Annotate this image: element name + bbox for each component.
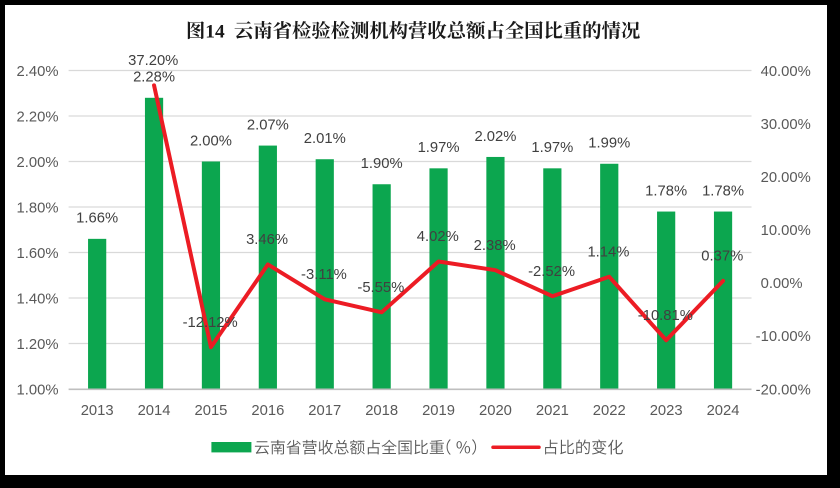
svg-text:2016: 2016 xyxy=(251,403,284,419)
svg-text:2023: 2023 xyxy=(650,403,683,419)
svg-text:-20.00%: -20.00% xyxy=(756,382,811,398)
svg-text:1.00%: 1.00% xyxy=(17,382,59,398)
svg-text:2.00%: 2.00% xyxy=(17,155,59,171)
svg-text:-3.11%: -3.11% xyxy=(301,267,347,283)
svg-text:1.90%: 1.90% xyxy=(361,156,403,172)
svg-text:1.40%: 1.40% xyxy=(17,291,59,307)
svg-text:2.20%: 2.20% xyxy=(17,109,59,125)
svg-text:40.00%: 40.00% xyxy=(761,64,811,80)
svg-text:1.66%: 1.66% xyxy=(76,211,118,227)
svg-text:1.97%: 1.97% xyxy=(418,140,460,156)
svg-text:2.38%: 2.38% xyxy=(474,238,516,254)
svg-text:0.00%: 0.00% xyxy=(761,276,803,292)
svg-text:0.37%: 0.37% xyxy=(701,249,743,265)
svg-text:4.02%: 4.02% xyxy=(417,229,459,245)
svg-text:1.78%: 1.78% xyxy=(645,183,687,199)
svg-text:30.00%: 30.00% xyxy=(761,117,811,133)
svg-text:2013: 2013 xyxy=(81,403,114,419)
svg-text:1.20%: 1.20% xyxy=(17,337,59,353)
svg-text:2.02%: 2.02% xyxy=(474,129,516,145)
svg-text:2017: 2017 xyxy=(308,403,341,419)
svg-text:1.78%: 1.78% xyxy=(702,183,744,199)
svg-text:-5.55%: -5.55% xyxy=(357,280,404,296)
svg-text:2014: 2014 xyxy=(138,403,171,419)
svg-text:3.46%: 3.46% xyxy=(246,232,288,248)
svg-text:2018: 2018 xyxy=(365,403,398,419)
svg-text:2.00%: 2.00% xyxy=(190,133,232,149)
svg-text:14: 14 xyxy=(205,21,225,42)
svg-text:2024: 2024 xyxy=(707,403,740,419)
svg-text:1.60%: 1.60% xyxy=(17,246,59,262)
svg-text:2021: 2021 xyxy=(536,403,569,419)
svg-text:2.40%: 2.40% xyxy=(17,64,59,80)
svg-text:-10.81%: -10.81% xyxy=(638,308,693,324)
svg-text:1.99%: 1.99% xyxy=(588,136,630,152)
svg-text:2.01%: 2.01% xyxy=(304,131,346,147)
svg-text:1.80%: 1.80% xyxy=(17,200,59,216)
svg-text:2.07%: 2.07% xyxy=(247,117,289,133)
svg-text:-12.12%: -12.12% xyxy=(183,315,238,331)
svg-text:1.97%: 1.97% xyxy=(531,140,573,156)
svg-text:2020: 2020 xyxy=(479,403,512,419)
svg-text:-2.52%: -2.52% xyxy=(528,264,575,280)
svg-text:1.14%: 1.14% xyxy=(587,244,629,260)
svg-text:20.00%: 20.00% xyxy=(761,170,811,186)
svg-text:37.20%: 37.20% xyxy=(128,53,178,69)
svg-text:2022: 2022 xyxy=(593,403,626,419)
svg-text:2015: 2015 xyxy=(194,403,227,419)
svg-text:2019: 2019 xyxy=(422,403,455,419)
svg-text:2.28%: 2.28% xyxy=(133,70,175,86)
svg-text:-10.00%: -10.00% xyxy=(756,329,811,345)
svg-text:10.00%: 10.00% xyxy=(761,223,811,239)
